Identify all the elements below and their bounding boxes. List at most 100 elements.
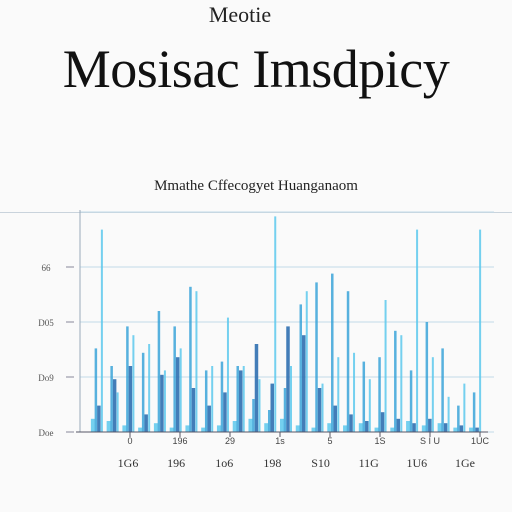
bar	[406, 421, 411, 432]
bar	[226, 317, 229, 432]
chart-bars	[90, 216, 482, 432]
bar	[412, 423, 416, 432]
bar	[116, 392, 119, 432]
x-category-label: 1Ge	[455, 456, 475, 470]
chart-labels: Doe Do9 D05 66 0 196 29 1s 5 1S S I U 1UC 1G6 196 1o6 1…	[38, 263, 489, 470]
bar	[394, 330, 397, 432]
bar	[353, 352, 356, 432]
y-tick-label: 66	[42, 263, 52, 273]
bar	[299, 304, 303, 432]
bar	[317, 388, 322, 432]
x-category-label: 1o6	[215, 456, 233, 470]
bar	[431, 357, 434, 432]
bar	[311, 427, 316, 432]
bar	[428, 418, 432, 432]
bar	[236, 366, 239, 432]
bar	[349, 414, 353, 432]
chart-title: Mmathe Cffecogyet Huanganaom	[154, 178, 358, 194]
x-category-label: 1U6	[407, 456, 428, 470]
x-tick-label: 1s	[275, 436, 285, 446]
bar	[238, 370, 243, 432]
bar	[416, 229, 419, 432]
bar	[216, 425, 221, 432]
bar-chart: Doe Do9 D05 66 0 196 29 1s 5 1S S I U 1UC 1G6 196 1o6 1…	[38, 210, 494, 470]
bar	[283, 388, 287, 432]
bar	[447, 396, 450, 432]
bar	[365, 421, 369, 432]
bar	[189, 286, 192, 432]
bar	[315, 282, 318, 432]
bar	[346, 291, 350, 432]
y-tick-label: D05	[38, 318, 54, 328]
bar	[321, 383, 324, 432]
x-tick-label: 1UC	[471, 436, 490, 446]
bar	[126, 326, 129, 432]
x-category-label: 198	[263, 456, 281, 470]
bar	[175, 357, 180, 432]
bar	[112, 379, 117, 432]
x-tick-label: 1S	[374, 436, 385, 446]
bar	[280, 418, 284, 432]
bar	[169, 427, 174, 432]
bar	[148, 344, 151, 432]
bar	[153, 423, 158, 432]
bar	[267, 410, 271, 432]
y-tick-label: Do9	[38, 373, 54, 383]
bar	[100, 229, 103, 432]
bar	[185, 425, 190, 432]
x-category-label: 1G6	[118, 456, 139, 470]
x-tick-label: 0	[127, 436, 132, 446]
bar	[437, 423, 442, 432]
x-tick-label: 196	[172, 436, 187, 446]
bar	[425, 322, 429, 432]
bar	[333, 405, 338, 432]
x-tick-label: S I U	[420, 436, 440, 446]
bar	[242, 366, 245, 432]
x-category-label: S10	[311, 456, 330, 470]
bar	[254, 344, 259, 432]
bar	[358, 423, 363, 432]
bar	[457, 405, 460, 432]
page-title: Mosisac Imsdpicy	[62, 39, 450, 99]
bar	[201, 427, 206, 432]
bar	[264, 423, 269, 432]
bar	[327, 423, 332, 432]
chart-axes	[66, 210, 488, 437]
bar	[223, 392, 227, 432]
bar	[400, 335, 403, 432]
bar	[252, 399, 255, 432]
bar	[179, 348, 182, 432]
bar	[475, 427, 479, 432]
bar	[295, 425, 300, 432]
bar	[286, 326, 290, 432]
bar	[106, 421, 111, 432]
bar	[479, 229, 482, 432]
bar	[331, 273, 334, 432]
bar	[337, 357, 340, 432]
bar	[443, 423, 448, 432]
bar	[302, 335, 306, 432]
y-tick-label: Doe	[39, 428, 54, 438]
bar	[207, 405, 211, 432]
bar	[122, 425, 127, 432]
bar	[469, 427, 474, 432]
bar	[232, 421, 237, 432]
bar	[204, 370, 208, 432]
bar	[97, 405, 101, 432]
bar	[144, 414, 148, 432]
bar	[274, 216, 277, 432]
bar	[380, 412, 385, 432]
bar	[90, 418, 95, 432]
bar	[248, 418, 253, 432]
bar	[290, 366, 292, 432]
bar	[191, 388, 196, 432]
bar	[258, 379, 261, 432]
bar	[220, 361, 224, 432]
bar	[441, 348, 444, 432]
bar	[195, 291, 198, 432]
bar	[378, 357, 381, 432]
bar	[163, 370, 166, 432]
bar	[374, 427, 379, 432]
bar	[362, 361, 366, 432]
bar	[384, 300, 387, 432]
